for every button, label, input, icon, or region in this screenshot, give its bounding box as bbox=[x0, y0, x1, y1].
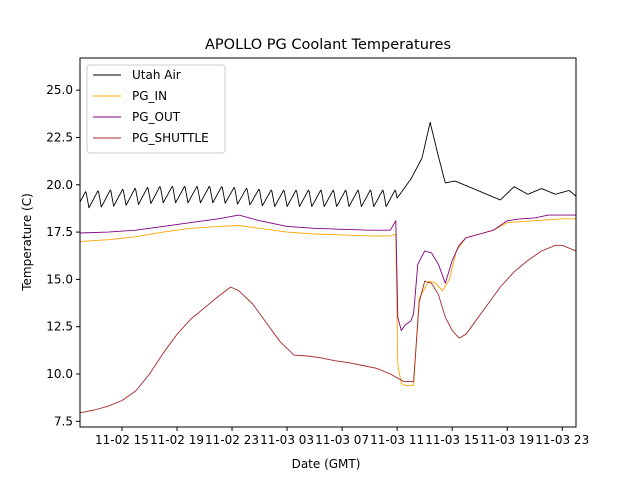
legend: Utah Air PG_IN PG_OUT PG_SHUTTLE bbox=[86, 64, 226, 154]
series-line-pg-out bbox=[80, 214, 576, 331]
y-tick-label: 25.0 bbox=[46, 83, 73, 97]
legend-label-pg-in: PG_IN bbox=[132, 89, 167, 103]
x-tick-label: 11-02 19 bbox=[150, 433, 204, 447]
series-layer bbox=[80, 121, 576, 414]
y-tick-label: 17.5 bbox=[46, 225, 73, 239]
legend-label-utah-air: Utah Air bbox=[132, 68, 181, 82]
y-tick-label: 12.5 bbox=[46, 320, 73, 334]
x-tick-label: 11-03 23 bbox=[535, 433, 589, 447]
x-tick-label: 11-03 19 bbox=[480, 433, 534, 447]
y-tick-label: 7.5 bbox=[54, 414, 73, 428]
x-tick-label: 11-03 15 bbox=[425, 433, 479, 447]
y-tick-label: 10.0 bbox=[46, 367, 73, 381]
y-axis: 7.5 10.0 12.5 15.0 17.5 20.0 22.5 25.0 bbox=[46, 83, 80, 428]
y-tick-label: 20.0 bbox=[46, 178, 73, 192]
plot-frame bbox=[79, 57, 577, 428]
y-axis-title: Temperature (C) bbox=[20, 193, 34, 292]
y-tick-label: 15.0 bbox=[46, 272, 73, 286]
chart-title: APOLLO PG Coolant Temperatures bbox=[205, 37, 451, 53]
x-tick-label: 11-03 11 bbox=[370, 433, 424, 447]
x-axis-title: Date (GMT) bbox=[292, 457, 361, 471]
series-line-pg-shuttle bbox=[80, 244, 576, 414]
x-tick-label: 11-03 03 bbox=[260, 433, 314, 447]
x-axis: 11-02 15 11-02 19 11-02 23 11-03 03 11-03 07… bbox=[95, 427, 589, 447]
series-line-pg-in bbox=[80, 218, 576, 386]
series-line-utah-air bbox=[80, 121, 576, 209]
x-tick-label: 11-02 15 bbox=[95, 433, 149, 447]
x-tick-label: 11-03 07 bbox=[315, 433, 369, 447]
legend-label-pg-shuttle: PG_SHUTTLE bbox=[132, 131, 209, 145]
y-tick-label: 22.5 bbox=[46, 130, 73, 144]
legend-label-pg-out: PG_OUT bbox=[132, 110, 181, 124]
x-tick-label: 11-02 23 bbox=[205, 433, 259, 447]
legend-box bbox=[86, 64, 226, 154]
